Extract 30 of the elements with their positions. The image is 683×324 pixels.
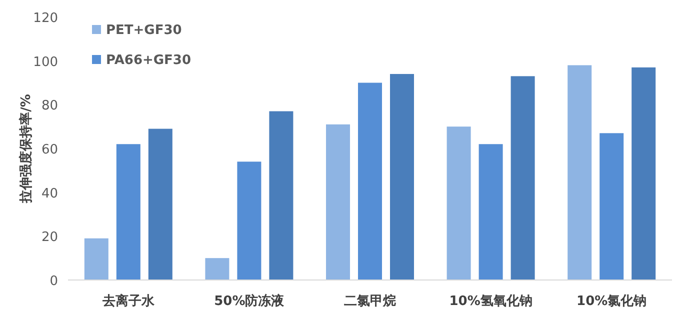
bar	[148, 128, 172, 280]
y-tick-label: 20	[41, 230, 58, 246]
bar	[116, 144, 140, 280]
bar	[326, 124, 350, 280]
bar	[269, 111, 294, 280]
y-tick-label: 120	[33, 11, 58, 26]
y-tick-label: 100	[33, 54, 58, 70]
y-tick-label: 60	[41, 142, 58, 158]
bar	[510, 76, 535, 280]
y-axis-title: 拉伸强度保持率/%	[18, 94, 34, 204]
y-tick-label: 40	[41, 186, 58, 202]
legend-label: PET+GF30	[106, 23, 182, 38]
bar	[237, 162, 262, 280]
x-tick-label: 50%防冻液	[214, 293, 286, 309]
bar	[568, 65, 592, 280]
bar	[205, 258, 230, 280]
x-tick-label: 10%氢氧化钠	[449, 294, 532, 309]
legend-label: PA66+GF30	[106, 53, 192, 68]
bar	[358, 82, 382, 280]
bar	[390, 74, 414, 280]
bar	[632, 67, 656, 280]
y-tick-label: 80	[41, 98, 58, 114]
bar	[84, 238, 108, 280]
x-tick-label: 二氯甲烷	[344, 293, 396, 309]
bar	[600, 133, 624, 280]
bar	[446, 126, 471, 280]
x-tick-label: 10%氯化钠	[576, 294, 647, 309]
x-tick-label: 去离子水	[101, 293, 156, 309]
y-tick-label: 0	[50, 274, 58, 289]
bar	[478, 144, 503, 280]
